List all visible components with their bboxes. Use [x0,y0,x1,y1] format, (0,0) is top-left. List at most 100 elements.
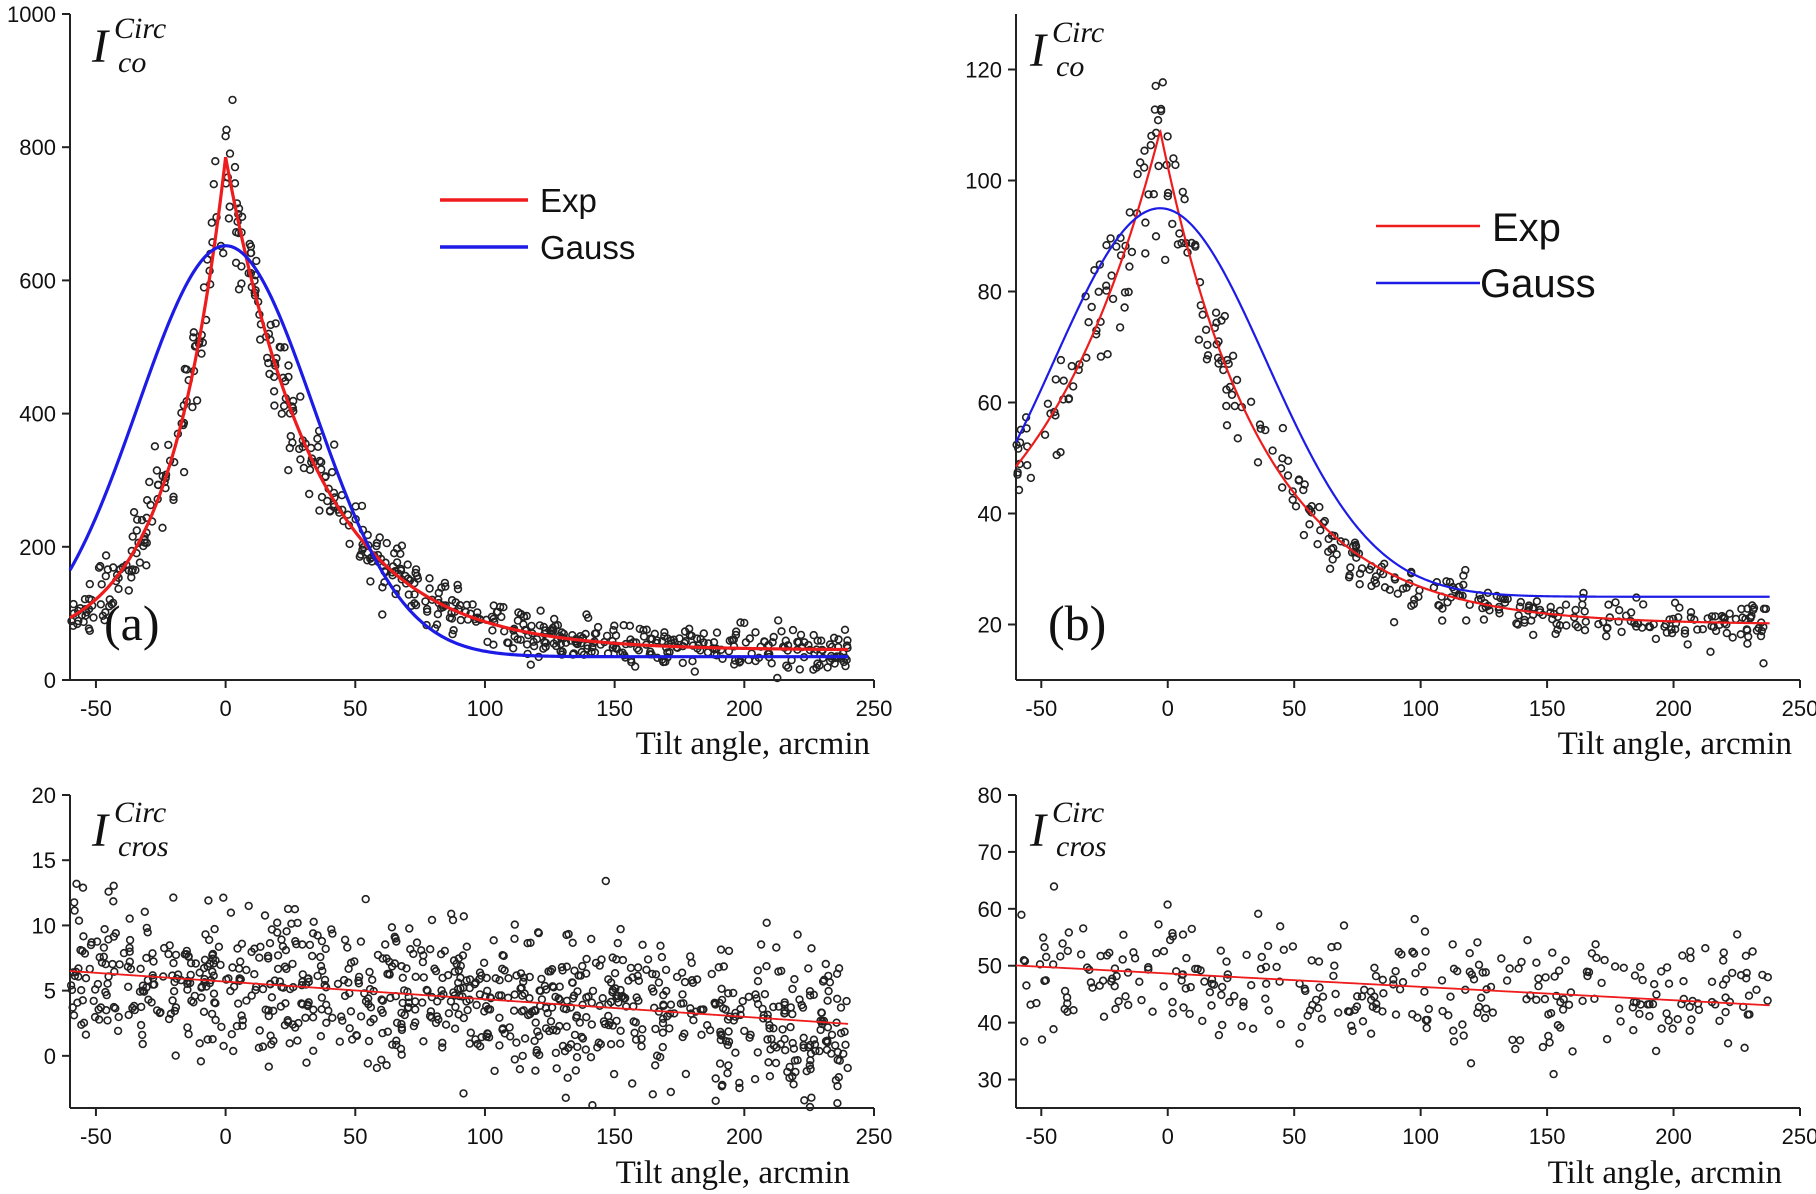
data-point [138,1030,147,1040]
data-point [1177,238,1186,248]
data-point [433,609,443,619]
data-point [1180,195,1189,204]
data-point [316,1031,326,1041]
data-point [222,125,231,135]
data-point [404,574,413,583]
data-point [1459,580,1468,589]
data-point [842,996,851,1006]
data-point [1481,602,1490,612]
y-tick-label: 400 [19,402,56,427]
data-point [418,957,428,967]
data-point [1355,579,1364,589]
data-point [836,1003,846,1012]
data-point [578,1034,588,1043]
data-point [527,621,536,631]
data-point [656,941,665,950]
data-point [1461,616,1471,625]
y-tick-label: 80 [978,783,1002,808]
data-point [1648,999,1658,1009]
data-point [76,985,86,995]
data-point [1096,951,1105,961]
data-point [132,526,142,535]
data-point [724,946,734,956]
data-point [125,957,135,966]
data-point [192,396,202,405]
data-point [296,392,305,401]
data-point [269,1006,278,1015]
data-point [551,1048,561,1058]
data-point [490,1066,499,1076]
data-point [156,1007,165,1017]
data-point [768,638,777,647]
data-point [643,955,653,964]
data-point [1087,302,1096,312]
data-point [403,560,412,569]
data-point [574,971,583,980]
data-point [627,657,636,667]
data-point [356,937,366,946]
data-point [1314,957,1324,966]
data-point [471,1035,480,1044]
data-point [798,1003,808,1012]
data-point [119,948,129,958]
data-point [1276,1019,1285,1029]
data-point [715,1059,725,1068]
data-point [1187,924,1197,934]
data-point [1313,539,1322,549]
data-point [1488,1008,1498,1017]
data-point [397,1025,407,1035]
data-point [228,95,237,105]
x-tick-label: 100 [467,1124,504,1149]
data-point [78,883,88,892]
data-point [150,980,159,989]
data-point [544,967,553,976]
data-point [1645,999,1654,1009]
data-point [169,958,178,968]
data-point [1315,983,1324,992]
data-points [66,876,852,1112]
data-point [582,954,591,964]
data-point [356,550,365,559]
data-point [1591,940,1600,949]
data-point [136,964,145,973]
data-point [799,1033,808,1043]
data-point [1562,621,1571,630]
data-point [338,1016,347,1025]
data-point [74,972,83,981]
data-point [1051,375,1061,384]
data-point [1678,951,1687,960]
data-point [711,1000,720,1009]
data-point [1680,626,1690,635]
data-point [829,633,839,642]
data-point [219,893,228,902]
data-point [1511,1044,1520,1054]
data-point [330,440,339,449]
data-point [1075,360,1084,369]
data-point [827,1049,836,1058]
y-tick-label: 5 [44,979,56,1004]
data-point [832,969,842,978]
data-point [1391,1010,1401,1019]
data-point [365,984,375,994]
data-point [123,982,133,991]
data-point [663,634,672,643]
data-point [427,915,437,925]
data-point [651,1024,660,1034]
data-point [618,955,628,965]
data-point [1101,281,1111,290]
data-point [1601,631,1611,641]
data-point [1063,946,1073,956]
panel-b-top-ticks: -50 0 50 100 150 200 250 20 40 60 80 100 120 [965,58,1816,722]
data-point [1555,1023,1565,1032]
data-point [201,930,210,939]
data-point [1020,956,1030,966]
data-point [716,945,726,954]
data-point [197,983,206,992]
data-point [191,959,201,968]
data-point [197,349,206,358]
data-point [1437,616,1447,625]
data-point [1043,399,1053,408]
data-point [124,586,134,595]
data-point [269,387,279,396]
data-point [89,613,98,622]
